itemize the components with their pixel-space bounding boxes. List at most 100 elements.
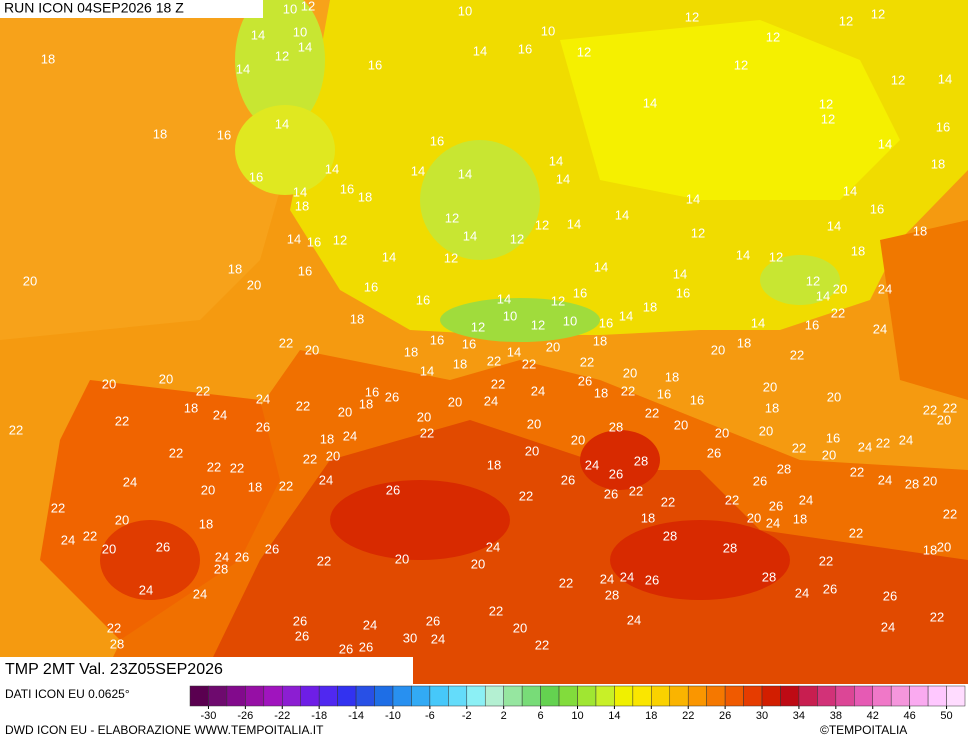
temperature-label: 18 (643, 299, 657, 314)
temperature-label: 22 (196, 383, 210, 398)
temperature-label: 18 (359, 396, 373, 411)
temperature-label: 10 (563, 313, 577, 328)
temperature-label: 14 (420, 363, 434, 378)
temperature-label: 24 (878, 281, 892, 296)
temperature-label: 18 (765, 400, 779, 415)
temperature-label: 16 (690, 392, 704, 407)
temperature-label: 16 (462, 336, 476, 351)
temperature-label: 14 (751, 315, 765, 330)
temperature-label: 18 (358, 189, 372, 204)
temperature-label: 16 (365, 384, 379, 399)
temperature-label: 24 (878, 472, 892, 487)
temperature-label: 20 (525, 443, 539, 458)
map-background (0, 0, 968, 684)
temperature-label: 22 (629, 483, 643, 498)
temperature-label: 20 (326, 448, 340, 463)
temperature-label: 24 (343, 428, 357, 443)
temperature-label: 14 (298, 39, 312, 54)
temperature-label: 10 (283, 1, 297, 16)
temperature-label: 22 (420, 425, 434, 440)
colorbar-tick-label: -2 (462, 710, 472, 722)
temperature-label: 14 (686, 191, 700, 206)
colorbar-tick-label: 30 (756, 710, 768, 722)
temperature-label: 14 (275, 116, 289, 131)
colorbar-tick-label: 2 (501, 710, 507, 722)
field-label: TMP 2MT Val. 23Z05SEP2026 (5, 661, 223, 678)
temperature-label: 20 (937, 539, 951, 554)
temperature-label: 22 (790, 347, 804, 362)
temperature-label: 22 (115, 413, 129, 428)
colorbar-swatch (761, 685, 781, 707)
colorbar-swatch (595, 685, 615, 707)
temperature-label: 14 (251, 27, 265, 42)
temperature-label: 12 (766, 29, 780, 44)
temperature-label: 30 (403, 630, 417, 645)
temperature-label: 20 (417, 409, 431, 424)
temperature-label: 14 (507, 344, 521, 359)
temperature-label: 12 (769, 249, 783, 264)
temperature-label: 26 (256, 419, 270, 434)
temperature-label: 20 (23, 273, 37, 288)
colorbar-tick-label: -6 (425, 710, 435, 722)
credits-label: DWD ICON EU - ELABORAZIONE WWW.TEMPOITAL… (5, 723, 324, 737)
temperature-label: 22 (831, 305, 845, 320)
colorbar-swatch (909, 685, 929, 707)
colorbar-tick-label: 18 (645, 710, 657, 722)
temperature-label: 18 (184, 400, 198, 415)
temperature-label: 24 (795, 585, 809, 600)
temperature-label: 24 (858, 439, 872, 454)
temperature-label: 18 (350, 311, 364, 326)
temperature-label: 20 (471, 556, 485, 571)
colorbar-swatch (780, 685, 800, 707)
colorbar-tick-label: 34 (793, 710, 805, 722)
temperature-label: 24 (881, 619, 895, 634)
temperature-label: 12 (275, 48, 289, 63)
temperature-label: 16 (657, 386, 671, 401)
temperature-label: 14 (473, 43, 487, 58)
temperature-label: 20 (115, 512, 129, 527)
temperature-label: 24 (486, 539, 500, 554)
temperature-label: 22 (930, 609, 944, 624)
temperature-label: 18 (487, 457, 501, 472)
colorbar-swatch (614, 685, 634, 707)
colorbar-swatch (854, 685, 873, 707)
temperature-label: 16 (826, 430, 840, 445)
temperature-label: 22 (487, 353, 501, 368)
temperature-label: 28 (663, 528, 677, 543)
temperature-label: 14 (643, 95, 657, 110)
colorbar-swatch (484, 685, 504, 707)
temperature-label: 20 (513, 620, 527, 635)
colorbar-tick-label: 38 (830, 710, 842, 722)
temperature-label: 22 (279, 478, 293, 493)
title-box (0, 657, 413, 684)
colorbar-tick-label: 26 (719, 710, 731, 722)
colorbar-swatch (411, 685, 431, 707)
temperature-label: 16 (416, 292, 430, 307)
temperature-label: 16 (298, 263, 312, 278)
temperature-label: 26 (386, 482, 400, 497)
colorbar-swatch (558, 685, 578, 707)
temperature-label: 12 (891, 72, 905, 87)
colorbar-tick-label: -30 (200, 710, 216, 722)
temperature-label: 16 (599, 315, 613, 330)
temperature-label: 12 (531, 317, 545, 332)
colorbar-tick-label: -18 (311, 710, 327, 722)
temperature-label: 26 (339, 641, 353, 656)
temperature-label: 12 (839, 13, 853, 28)
temperature-label: 26 (823, 581, 837, 596)
colorbar-swatch (835, 685, 855, 707)
temperature-label: 26 (426, 613, 440, 628)
temperature-label: 24 (319, 472, 333, 487)
temperature-label: 14 (549, 153, 563, 168)
colorbar-swatch (669, 685, 689, 707)
temperature-label: 22 (850, 464, 864, 479)
temperature-label: 26 (156, 539, 170, 554)
temperature-label: 16 (936, 119, 950, 134)
temperature-label: 26 (578, 373, 592, 388)
temperature-label: 20 (395, 551, 409, 566)
temperature-label: 20 (923, 473, 937, 488)
temperature-label: 16 (518, 41, 532, 56)
temperature-label: 18 (641, 510, 655, 525)
